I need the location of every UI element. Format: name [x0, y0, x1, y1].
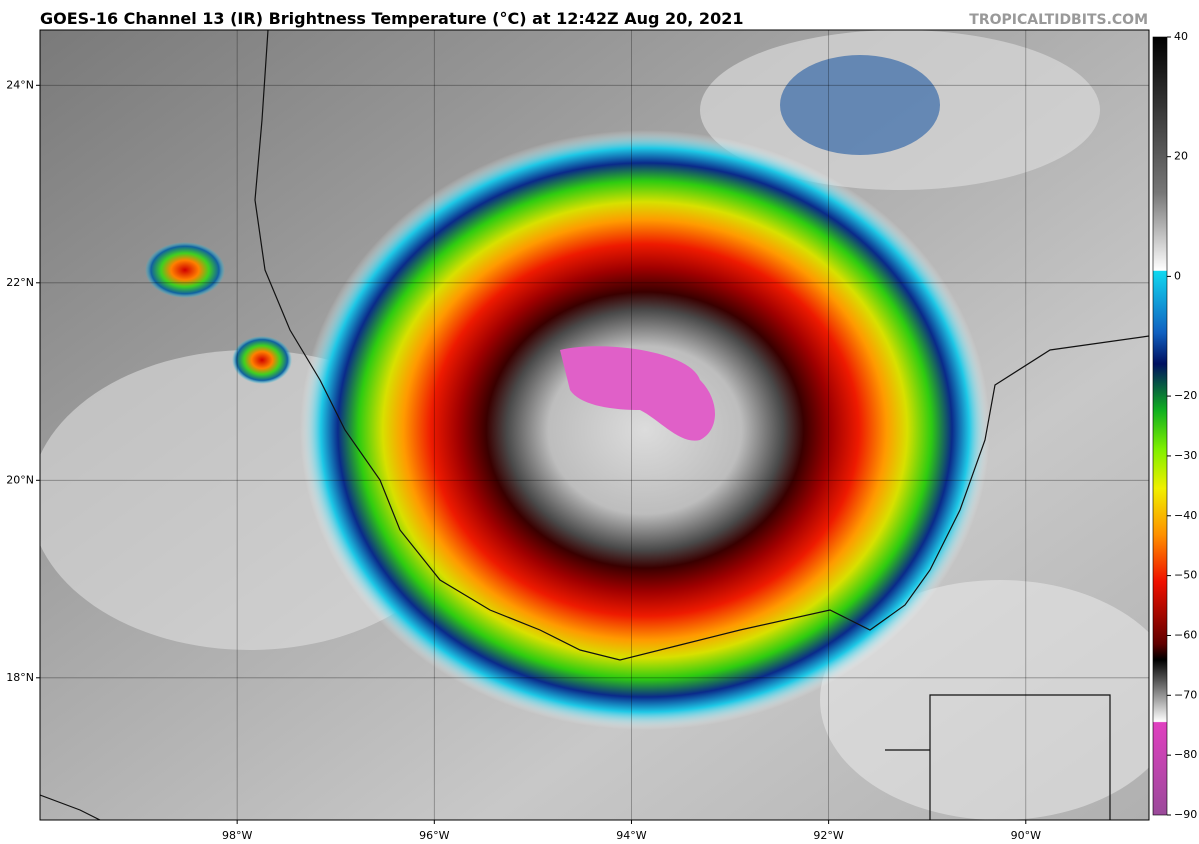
- colorbar-tick-label: −50: [1174, 569, 1197, 582]
- lon-tick-label: 94°W: [616, 829, 646, 842]
- colorbar-tick-label: −60: [1174, 628, 1197, 641]
- colorbar-tick-label: −40: [1174, 509, 1197, 522]
- colorbar-tick-label: −30: [1174, 449, 1197, 462]
- colorbar: [1152, 36, 1168, 816]
- colorbar-tick-label: −70: [1174, 688, 1197, 701]
- colorbar-tick-label: 0: [1174, 269, 1181, 282]
- colorbar-tick-label: −20: [1174, 389, 1197, 402]
- hurricane: [300, 130, 990, 730]
- colorbar-tick-label: −90: [1174, 808, 1197, 821]
- lat-tick-label: 24°N: [6, 78, 34, 91]
- lon-tick-label: 90°W: [1011, 829, 1041, 842]
- lon-tick-label: 92°W: [813, 829, 843, 842]
- lat-tick-label: 22°N: [6, 276, 34, 289]
- map-title: GOES-16 Channel 13 (IR) Brightness Tempe…: [40, 9, 743, 28]
- lat-tick-label: 18°N: [6, 671, 34, 684]
- colorbar-tick-label: −80: [1174, 748, 1197, 761]
- source-watermark: TROPICALTIDBITS.COM: [969, 12, 1148, 28]
- lon-tick-label: 96°W: [419, 829, 449, 842]
- storm-cell: [145, 242, 225, 298]
- lon-tick-label: 98°W: [222, 829, 252, 842]
- cloud: [820, 580, 1149, 820]
- colorbar-tick-label: 20: [1174, 150, 1188, 163]
- lat-tick-label: 20°N: [6, 473, 34, 486]
- border: [885, 694, 1111, 820]
- cold-core: [560, 346, 715, 441]
- satellite-image: [40, 30, 1149, 820]
- coastline: [254, 30, 1149, 661]
- coastline: [40, 794, 101, 820]
- colorbar-tick-label: 40: [1174, 30, 1188, 43]
- storm-cell: [780, 55, 940, 155]
- storm-cell: [232, 336, 292, 384]
- map-frame: [39, 29, 1150, 821]
